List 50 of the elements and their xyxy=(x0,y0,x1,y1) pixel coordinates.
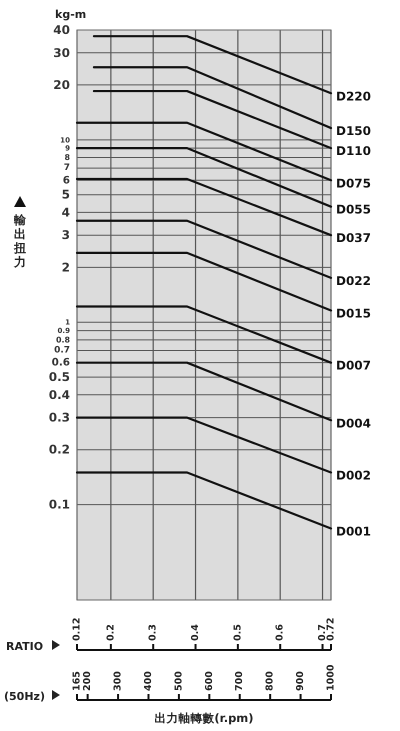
y-tick-label: 0.1 xyxy=(48,498,70,512)
y-tick-label: 4 xyxy=(62,205,70,220)
x2-tick-label: 900 xyxy=(295,670,306,691)
x-tick-label: 0.5 xyxy=(232,624,244,641)
y-tick-label: 0.3 xyxy=(48,410,70,425)
y-tick-label: 20 xyxy=(53,78,70,92)
y-tick-label: 30 xyxy=(53,46,70,60)
x2-tick-label: 500 xyxy=(173,670,184,691)
x-tick-label: 0.72 xyxy=(326,618,336,641)
x2-tick-label: 165 xyxy=(72,671,82,691)
series-label: D022 xyxy=(336,274,372,288)
x2-tick-label: 200 xyxy=(82,670,94,691)
y-tick-label: 40 xyxy=(53,23,70,37)
series-label: D002 xyxy=(336,468,372,483)
y-tick-label: 0.2 xyxy=(48,442,70,457)
x-tick-label: 0.6 xyxy=(274,624,286,641)
y-tick-label: 0.6 xyxy=(52,356,70,369)
y-tick-label: 0.5 xyxy=(48,370,70,384)
x-tick-label: 0.3 xyxy=(148,624,159,641)
x-tick-label: 0.4 xyxy=(190,624,202,641)
text: kg-m xyxy=(55,8,86,21)
x2-tick-label: 400 xyxy=(142,670,154,691)
series-label: D150 xyxy=(336,124,372,138)
y-tick-label: 6 xyxy=(62,174,70,186)
y-tick-label: 0.4 xyxy=(48,388,70,402)
series-label: D075 xyxy=(336,176,372,190)
series-label: D110 xyxy=(336,144,372,158)
y-tick-label: 5 xyxy=(62,188,70,202)
y-axis-title: 輸出扭力 xyxy=(13,213,27,269)
series-label: D004 xyxy=(336,416,372,430)
x2-tick-label: 600 xyxy=(204,670,215,691)
x2-tick-label: 1000 xyxy=(326,664,336,691)
x2-tick-label: 700 xyxy=(234,670,246,691)
series-label: D055 xyxy=(336,202,372,217)
series-label: D037 xyxy=(336,231,372,246)
y-tick-label: 0.7 xyxy=(54,345,70,356)
text: (50Hz) xyxy=(4,690,45,703)
x2-tick-label: 300 xyxy=(112,670,124,691)
x-tick-label: 0.2 xyxy=(105,624,116,641)
series-label: D015 xyxy=(336,306,372,320)
x2-tick-label: 800 xyxy=(264,670,276,691)
x2-axis-title: 出力軸轉數(r.pm) xyxy=(154,711,254,725)
series-label: D007 xyxy=(336,358,372,373)
series-label: D001 xyxy=(336,524,372,538)
x-tick-label: 0.12 xyxy=(72,618,82,641)
series-label: D220 xyxy=(336,89,372,104)
y-tick-label: 7 xyxy=(64,163,70,174)
y-tick-label: 3 xyxy=(62,228,70,242)
x-axis-title: RATIO xyxy=(6,640,44,653)
y-tick-label: 2 xyxy=(62,260,70,274)
